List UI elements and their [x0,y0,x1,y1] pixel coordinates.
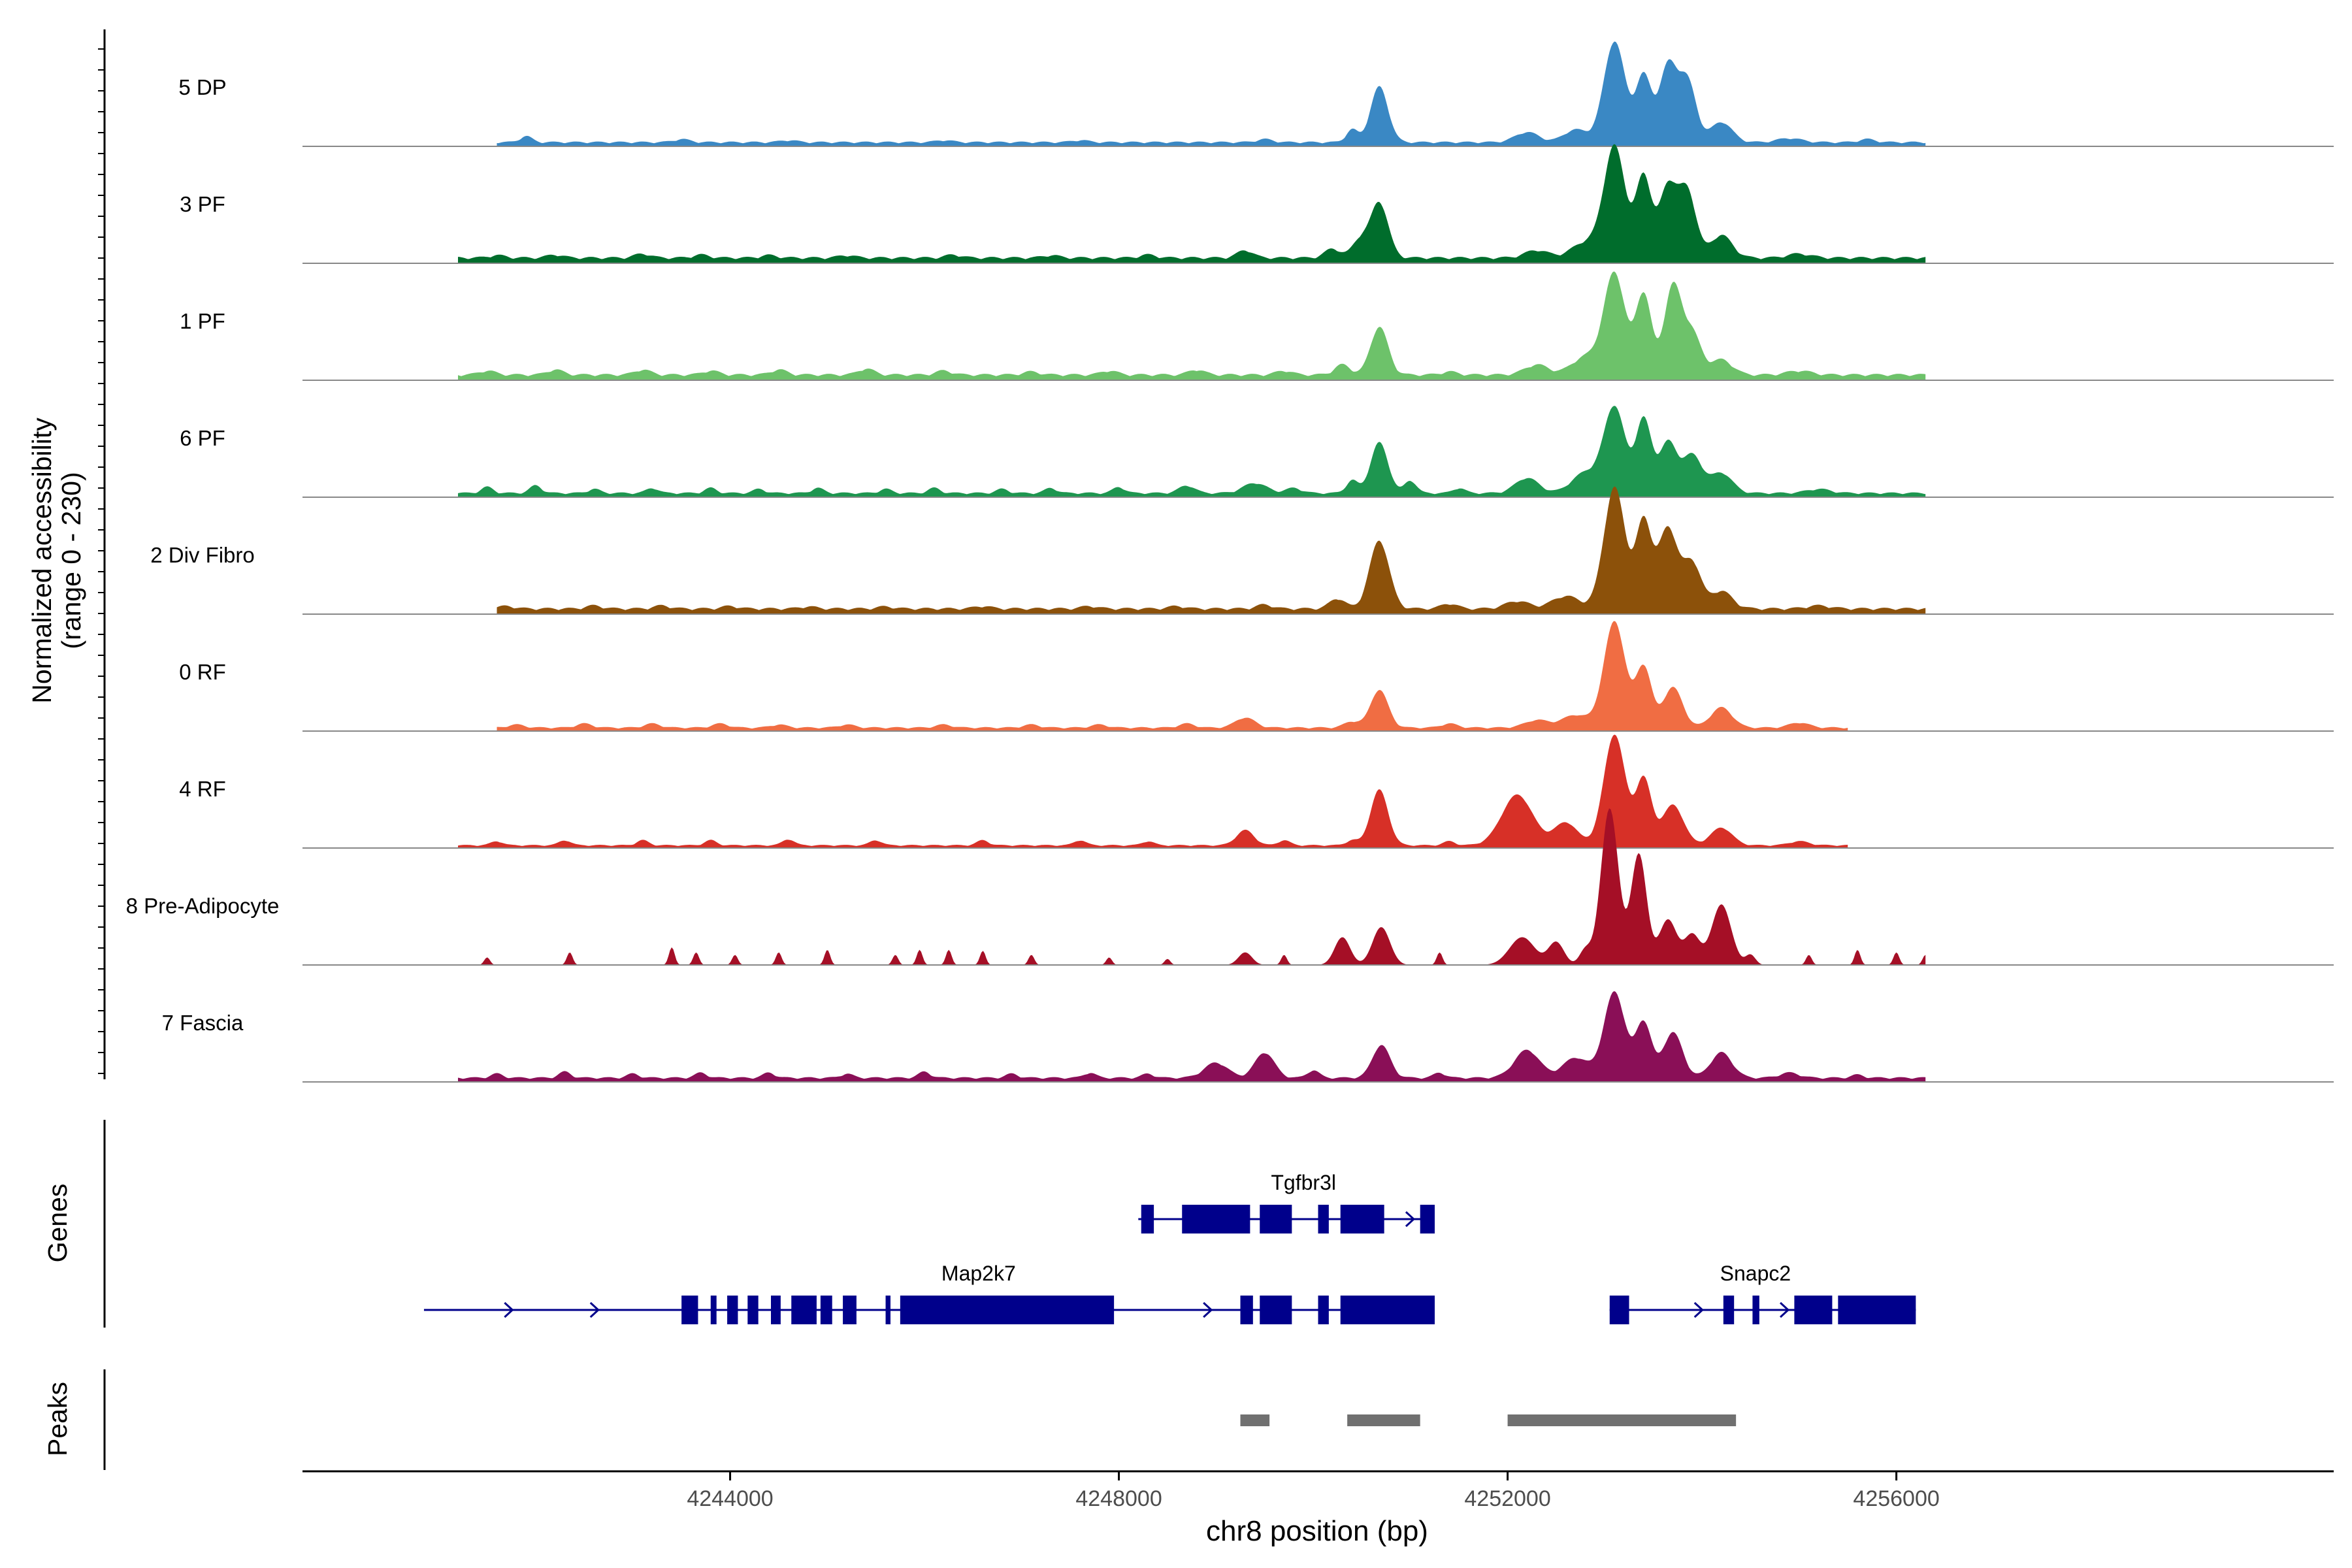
coverage-area [458,144,1926,263]
coverage-area [458,808,1926,965]
y-axis-label: Normalized accessibility [27,417,57,704]
gene-exon [1141,1205,1154,1233]
gene-exon [1838,1296,1916,1324]
x-tick-label: 4256000 [1853,1486,1939,1511]
track-3: 1 PF [180,271,2334,381]
track-label: 7 Fascia [162,1011,244,1035]
gene-label: Tgfbr3l [1271,1171,1336,1194]
track-label: 0 RF [179,660,226,684]
gene-exon [1794,1296,1833,1324]
x-tick-label: 4244000 [687,1486,773,1511]
strand-arrow [1780,1301,1790,1318]
y-axis-range-label: (range 0 - 230) [56,472,86,649]
track-8: 8 Pre-Adipocyte [126,808,2334,966]
gene-exon [747,1296,759,1324]
coverage-area [497,621,1848,731]
gene-exon [1752,1296,1759,1324]
gene-exon [681,1296,698,1324]
gene-exon [843,1296,857,1324]
gene-annotation-track: Tgfbr3l Map2k7 Snapc2 [423,1171,1916,1324]
peak-region [1507,1414,1737,1426]
peak-region [1240,1414,1270,1426]
track-1: 5 DP [178,41,2334,147]
strand-arrow [589,1301,600,1318]
peaks-panel-label: Peaks [42,1382,73,1456]
gene-exon [900,1296,1115,1324]
gene-exon [1723,1296,1735,1324]
track-label: 2 Div Fibro [150,543,255,567]
coverage-area [458,406,1926,497]
track-7: 4 RF [179,734,2334,849]
gene-label: Map2k7 [941,1262,1016,1285]
x-axis-label: chr8 position (bp) [1206,1515,1428,1547]
track-5: 2 Div Fibro [150,486,2334,615]
strand-arrow [1693,1301,1704,1318]
track-label: 8 Pre-Adipocyte [126,894,280,918]
gene-exon [710,1296,717,1324]
coverage-area [497,41,1926,146]
strand-arrow [504,1301,514,1318]
gene-exon [1240,1296,1253,1324]
track-label: 5 DP [178,75,226,99]
gene-exon [1340,1296,1435,1324]
gene-Tgfbr3l: Tgfbr3l [1138,1171,1435,1233]
coverage-area [458,271,1926,380]
coverage-area [458,991,1926,1082]
x-tick-label: 4252000 [1464,1486,1550,1511]
gene-Map2k7: Map2k7 [423,1262,1435,1324]
gene-exon [1609,1296,1629,1324]
track-2: 3 PF [180,144,2334,264]
gene-exon [1182,1205,1250,1233]
gene-exon [1318,1296,1329,1324]
track-label: 1 PF [180,309,225,333]
gene-Snapc2: Snapc2 [1609,1262,1916,1324]
track-6: 0 RF [179,621,2334,732]
gene-exon [1260,1205,1292,1233]
gene-exon [1420,1205,1435,1233]
strand-arrow [1405,1211,1416,1228]
track-9: 7 Fascia [162,991,2334,1083]
track-label: 6 PF [180,426,225,450]
gene-exon [727,1296,738,1324]
genes-panel-label: Genes [42,1184,73,1263]
track-label: 3 PF [180,192,225,216]
x-axis-ticks: 4244000 4248000 4252000 4256000 [687,1471,1940,1511]
peak-region [1347,1414,1420,1426]
strand-arrow [1203,1301,1213,1318]
coverage-area [458,734,1848,848]
gene-exon [791,1296,817,1324]
gene-label: Snapc2 [1720,1262,1791,1285]
gene-exon [1260,1296,1292,1324]
peaks-track [1240,1414,1737,1426]
coverage-y-axis-ticks [98,48,105,1074]
track-label: 4 RF [179,777,226,801]
track-4: 6 PF [180,406,2334,498]
gene-exon [820,1296,832,1324]
x-tick-label: 4248000 [1075,1486,1162,1511]
gene-exon [885,1296,890,1324]
gene-exon [771,1296,781,1324]
coverage-area [497,486,1926,614]
gene-exon [1318,1205,1329,1233]
coverage-tracks: 5 DP 3 PF 1 PF 6 PF 2 Div Fibro 0 RF 4 RF 8 Pre… [126,41,2334,1083]
gene-exon [1340,1205,1384,1233]
